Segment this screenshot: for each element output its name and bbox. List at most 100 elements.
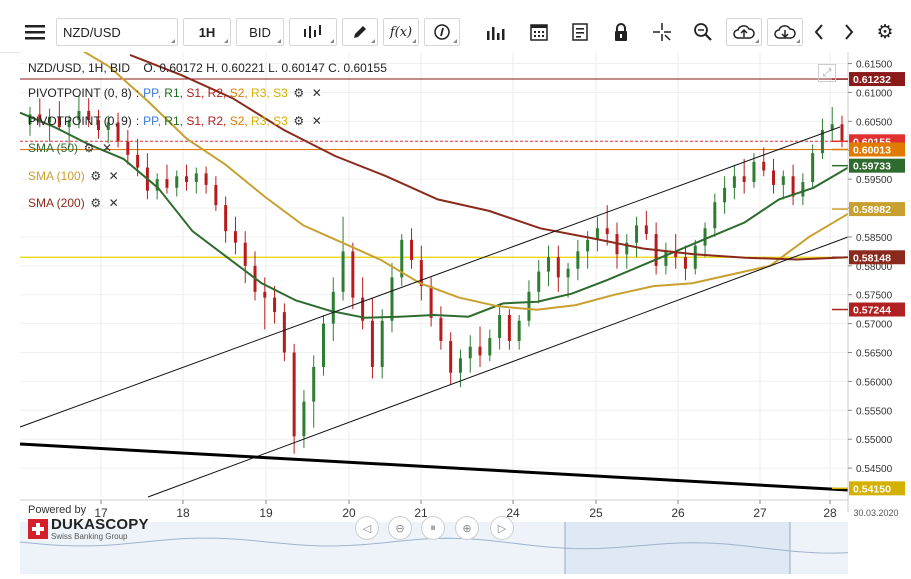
candle-body — [214, 184, 218, 206]
pivot-1-name: PIVOTPOINT (0, 8) — [28, 86, 132, 100]
candle-body — [204, 173, 208, 185]
calendar-button[interactable] — [521, 18, 557, 46]
time-tick-label: 21 — [414, 506, 428, 520]
reset-view-button[interactable]: ⏸ — [421, 516, 445, 540]
swiss-cross-icon — [28, 519, 48, 539]
pivot-level-label: PP, — [143, 114, 165, 128]
sma-line-1 — [69, 42, 849, 311]
function-icon: f(x) — [389, 24, 413, 40]
chart-type-button[interactable] — [289, 18, 337, 46]
gear-icon[interactable]: ⚙ — [90, 169, 102, 183]
price-tick-label: 0.54500 — [856, 464, 893, 475]
drawing-tools-button[interactable] — [342, 18, 378, 46]
price-marker-label: 0.57244 — [853, 305, 891, 317]
candle-body — [155, 179, 159, 191]
candle-body — [48, 116, 52, 123]
candle-body — [693, 245, 697, 269]
volume-bars-icon — [487, 27, 505, 40]
candle-body — [233, 231, 237, 243]
symbol-selector[interactable]: NZD/USD — [56, 18, 178, 46]
scroll-right-button[interactable]: ▷ — [490, 516, 514, 540]
close-icon[interactable]: ✕ — [311, 114, 322, 128]
timeframe-selector[interactable]: 1H — [183, 18, 231, 46]
candle-body — [312, 366, 316, 402]
price-tick-label: 0.56000 — [856, 377, 893, 388]
close-icon[interactable]: ✕ — [101, 141, 113, 155]
pivot-level-label: S2, — [229, 86, 252, 100]
candle-body — [488, 338, 492, 356]
candle-body — [781, 176, 785, 185]
brand-tagline: Swiss Banking Group — [51, 532, 128, 541]
close-icon[interactable]: ✕ — [311, 86, 322, 100]
pivot-level-label: R3, — [251, 114, 274, 128]
sma-line-0 — [19, 111, 849, 319]
next-button[interactable] — [836, 18, 862, 46]
candle-body — [400, 239, 404, 278]
sma200-name: SMA (200) — [28, 196, 85, 210]
candle-body — [292, 352, 296, 437]
time-tick-label: 28 — [823, 506, 837, 520]
close-icon[interactable]: ✕ — [108, 196, 119, 210]
zoom-button[interactable] — [685, 18, 721, 46]
timeframe-label: 1H — [198, 24, 216, 40]
candle-body — [791, 176, 795, 197]
candle-body — [605, 228, 609, 235]
gear-icon[interactable]: ⚙ — [83, 141, 95, 155]
price-chart[interactable]: 0.615000.610000.605000.600000.595000.590… — [0, 42, 911, 574]
info-button[interactable] — [424, 18, 460, 46]
price-tick-label: 0.55500 — [856, 406, 893, 417]
indicators-button[interactable]: f(x) — [383, 18, 419, 46]
candle-body — [595, 228, 599, 240]
download-button[interactable] — [767, 18, 803, 46]
candle-body — [429, 286, 433, 318]
prev-button[interactable] — [806, 18, 832, 46]
time-tick-label: 19 — [259, 506, 273, 520]
lock-button[interactable] — [603, 18, 639, 46]
crosshair-button[interactable] — [644, 18, 680, 46]
candle-body — [664, 251, 668, 266]
price-tick-label: 0.59500 — [856, 175, 893, 186]
channel-upper-line — [19, 126, 841, 428]
scroll-left-button[interactable]: ◁ — [355, 516, 379, 540]
candle-body — [380, 320, 384, 367]
candle-body — [243, 242, 247, 266]
sma50-name: SMA (50) — [28, 141, 79, 155]
pivot-2-levels: PP, R1, S1, R2, S2, R3, S3 — [143, 114, 288, 128]
price-side-label: BID — [249, 24, 271, 40]
notes-button[interactable] — [562, 18, 598, 46]
candle-body — [458, 358, 462, 373]
close-icon[interactable]: ✕ — [108, 169, 119, 183]
chart-area[interactable]: 0.615000.610000.605000.600000.595000.590… — [0, 42, 911, 574]
candle-body — [752, 161, 756, 183]
price-axis — [848, 52, 911, 512]
candle-body — [683, 257, 687, 269]
zoom-in-button[interactable]: ⊕ — [455, 516, 479, 540]
zoom-out-button[interactable]: ⊖ — [388, 516, 412, 540]
candle-body — [57, 116, 61, 128]
candle-body — [840, 124, 844, 141]
gear-icon[interactable]: ⚙ — [293, 86, 305, 100]
price-marker-box — [849, 481, 905, 496]
settings-button[interactable]: ⚙ — [870, 18, 900, 46]
lock-icon — [615, 23, 627, 41]
gear-icon[interactable]: ⚙ — [293, 114, 305, 128]
price-side-selector[interactable]: BID — [236, 18, 284, 46]
pencil-icon — [354, 26, 366, 38]
price-tick-label: 0.58000 — [856, 262, 893, 273]
candle-body — [703, 228, 707, 246]
pivot-level-label: S3 — [273, 86, 288, 100]
candle-body — [762, 161, 766, 171]
candle-body — [351, 251, 355, 298]
candle-body — [419, 260, 423, 287]
menu-button[interactable] — [20, 18, 50, 46]
volume-button[interactable] — [477, 18, 513, 46]
time-tick-label: 25 — [589, 506, 603, 520]
upload-button[interactable] — [726, 18, 762, 46]
instrument-label: NZD/USD, 1H, BID — [28, 61, 131, 75]
price-marker-label: 0.58982 — [853, 204, 891, 216]
expand-icon[interactable]: ⤢ — [818, 64, 836, 82]
gear-icon[interactable]: ⚙ — [90, 196, 102, 210]
legend-pivot-2: PIVOTPOINT (0, 9) : PP, R1, S1, R2, S2, … — [28, 114, 322, 128]
candle-body — [801, 182, 805, 197]
price-marker-box — [849, 202, 905, 217]
